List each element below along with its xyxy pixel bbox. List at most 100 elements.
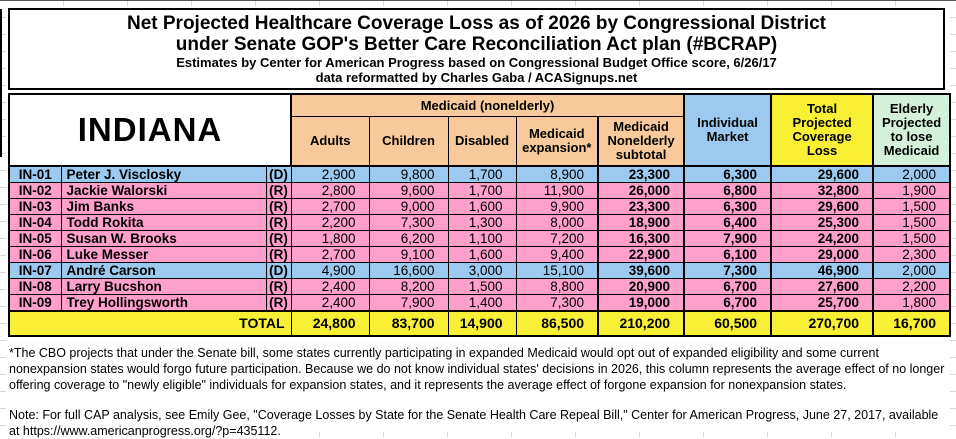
children-cell[interactable]: 9,000 bbox=[368, 198, 449, 215]
total-medicaid-subtotal-cell[interactable]: 210,200 bbox=[597, 310, 685, 337]
individual-market-cell[interactable]: 6,700 bbox=[683, 278, 772, 295]
adults-cell[interactable]: 4,900 bbox=[290, 262, 370, 279]
total-loss-cell[interactable]: 46,900 bbox=[770, 262, 874, 279]
individual-market-header[interactable]: Individual Market bbox=[683, 93, 772, 167]
disabled-cell[interactable]: 3,000 bbox=[447, 262, 517, 279]
elderly-cell[interactable]: 2,000 bbox=[872, 165, 951, 183]
party-cell[interactable]: (R) bbox=[265, 230, 292, 247]
representative-cell[interactable]: Larry Bucshon bbox=[60, 278, 267, 295]
children-cell[interactable]: 7,900 bbox=[368, 294, 449, 312]
children-cell[interactable]: 9,600 bbox=[368, 182, 449, 199]
individual-market-cell[interactable]: 6,400 bbox=[683, 214, 772, 231]
individual-market-cell[interactable]: 6,100 bbox=[683, 246, 772, 263]
disabled-cell[interactable]: 1,600 bbox=[447, 246, 517, 263]
medicaid-group-header[interactable]: Medicaid (nonelderly) bbox=[290, 93, 685, 117]
party-cell[interactable]: (R) bbox=[265, 246, 292, 263]
adults-cell[interactable]: 2,900 bbox=[290, 165, 370, 183]
representative-cell[interactable]: Jim Banks bbox=[60, 198, 267, 215]
representative-cell[interactable]: Todd Rokita bbox=[60, 214, 267, 231]
district-cell[interactable]: IN-02 bbox=[8, 182, 62, 199]
adults-cell[interactable]: 2,400 bbox=[290, 278, 370, 295]
party-cell[interactable]: (R) bbox=[265, 198, 292, 215]
representative-cell[interactable]: Jackie Walorski bbox=[60, 182, 267, 199]
adults-cell[interactable]: 1,800 bbox=[290, 230, 370, 247]
elderly-cell[interactable]: 2,000 bbox=[872, 262, 951, 279]
elderly-cell[interactable]: 2,300 bbox=[872, 246, 951, 263]
representative-cell[interactable]: André Carson bbox=[60, 262, 267, 279]
adults-cell[interactable]: 2,200 bbox=[290, 214, 370, 231]
medicaid-subtotal-cell[interactable]: 26,000 bbox=[597, 182, 685, 199]
elderly-medicaid-header[interactable]: Elderly Projected to lose Medicaid bbox=[872, 93, 951, 167]
medicaid-subtotal-cell[interactable]: 19,000 bbox=[597, 294, 685, 312]
medicaid-expansion-cell[interactable]: 7,300 bbox=[515, 294, 599, 312]
medicaid-expansion-header[interactable]: Medicaid expansion* bbox=[515, 116, 599, 167]
children-header[interactable]: Children bbox=[368, 116, 449, 167]
total-individual-market-cell[interactable]: 60,500 bbox=[683, 310, 772, 337]
total-loss-cell[interactable]: 25,300 bbox=[770, 214, 874, 231]
medicaid-expansion-cell[interactable]: 11,900 bbox=[515, 182, 599, 199]
district-cell[interactable]: IN-08 bbox=[8, 278, 62, 295]
party-cell[interactable]: (R) bbox=[265, 214, 292, 231]
children-cell[interactable]: 9,100 bbox=[368, 246, 449, 263]
medicaid-expansion-cell[interactable]: 8,900 bbox=[515, 165, 599, 183]
adults-cell[interactable]: 2,700 bbox=[290, 198, 370, 215]
individual-market-cell[interactable]: 6,300 bbox=[683, 198, 772, 215]
party-cell[interactable]: (R) bbox=[265, 294, 292, 312]
disabled-cell[interactable]: 1,300 bbox=[447, 214, 517, 231]
individual-market-cell[interactable]: 7,300 bbox=[683, 262, 772, 279]
party-cell[interactable]: (D) bbox=[265, 262, 292, 279]
total-label-cell[interactable]: TOTAL bbox=[8, 310, 292, 337]
disabled-cell[interactable]: 1,500 bbox=[447, 278, 517, 295]
adults-cell[interactable]: 2,700 bbox=[290, 246, 370, 263]
medicaid-subtotal-cell[interactable]: 16,300 bbox=[597, 230, 685, 247]
medicaid-expansion-cell[interactable]: 8,000 bbox=[515, 214, 599, 231]
district-cell[interactable]: IN-01 bbox=[8, 165, 62, 183]
adults-cell[interactable]: 2,400 bbox=[290, 294, 370, 312]
party-cell[interactable]: (R) bbox=[265, 182, 292, 199]
disabled-header[interactable]: Disabled bbox=[447, 116, 517, 167]
adults-cell[interactable]: 2,800 bbox=[290, 182, 370, 199]
district-cell[interactable]: IN-09 bbox=[8, 294, 62, 312]
total-loss-cell[interactable]: 29,600 bbox=[770, 198, 874, 215]
elderly-cell[interactable]: 1,500 bbox=[872, 198, 951, 215]
total-elderly-cell[interactable]: 16,700 bbox=[872, 310, 951, 337]
party-cell[interactable]: (R) bbox=[265, 278, 292, 295]
total-loss-cell[interactable]: 24,200 bbox=[770, 230, 874, 247]
total-loss-cell[interactable]: 27,600 bbox=[770, 278, 874, 295]
disabled-cell[interactable]: 1,400 bbox=[447, 294, 517, 312]
total-coverage-loss-header[interactable]: Total Projected Coverage Loss bbox=[770, 93, 874, 167]
elderly-cell[interactable]: 1,900 bbox=[872, 182, 951, 199]
total-loss-cell[interactable]: 32,800 bbox=[770, 182, 874, 199]
cap-note-url[interactable]: https://www.americanprogress.org/?p=4351… bbox=[22, 424, 281, 438]
individual-market-cell[interactable]: 7,900 bbox=[683, 230, 772, 247]
children-cell[interactable]: 9,800 bbox=[368, 165, 449, 183]
medicaid-subtotal-cell[interactable]: 23,300 bbox=[597, 198, 685, 215]
elderly-cell[interactable]: 2,200 bbox=[872, 278, 951, 295]
individual-market-cell[interactable]: 6,700 bbox=[683, 294, 772, 312]
children-cell[interactable]: 6,200 bbox=[368, 230, 449, 247]
children-cell[interactable]: 16,600 bbox=[368, 262, 449, 279]
medicaid-subtotal-cell[interactable]: 20,900 bbox=[597, 278, 685, 295]
individual-market-cell[interactable]: 6,300 bbox=[683, 165, 772, 183]
medicaid-subtotal-header[interactable]: Medicaid Nonelderly subtotal bbox=[597, 116, 685, 167]
total-loss-cell[interactable]: 29,600 bbox=[770, 165, 874, 183]
medicaid-subtotal-cell[interactable]: 23,300 bbox=[597, 165, 685, 183]
disabled-cell[interactable]: 1,700 bbox=[447, 182, 517, 199]
total-adults-cell[interactable]: 24,800 bbox=[290, 310, 370, 337]
district-cell[interactable]: IN-03 bbox=[8, 198, 62, 215]
total-disabled-cell[interactable]: 14,900 bbox=[447, 310, 517, 337]
adults-header[interactable]: Adults bbox=[290, 116, 370, 167]
medicaid-subtotal-cell[interactable]: 18,900 bbox=[597, 214, 685, 231]
medicaid-subtotal-cell[interactable]: 39,600 bbox=[597, 262, 685, 279]
district-cell[interactable]: IN-07 bbox=[8, 262, 62, 279]
medicaid-expansion-cell[interactable]: 9,400 bbox=[515, 246, 599, 263]
total-total-loss-cell[interactable]: 270,700 bbox=[770, 310, 874, 337]
party-cell[interactable]: (D) bbox=[265, 165, 292, 183]
total-loss-cell[interactable]: 25,700 bbox=[770, 294, 874, 312]
total-children-cell[interactable]: 83,700 bbox=[368, 310, 449, 337]
disabled-cell[interactable]: 1,100 bbox=[447, 230, 517, 247]
elderly-cell[interactable]: 1,800 bbox=[872, 294, 951, 312]
total-loss-cell[interactable]: 29,000 bbox=[770, 246, 874, 263]
representative-cell[interactable]: Trey Hollingsworth bbox=[60, 294, 267, 312]
medicaid-expansion-cell[interactable]: 9,900 bbox=[515, 198, 599, 215]
